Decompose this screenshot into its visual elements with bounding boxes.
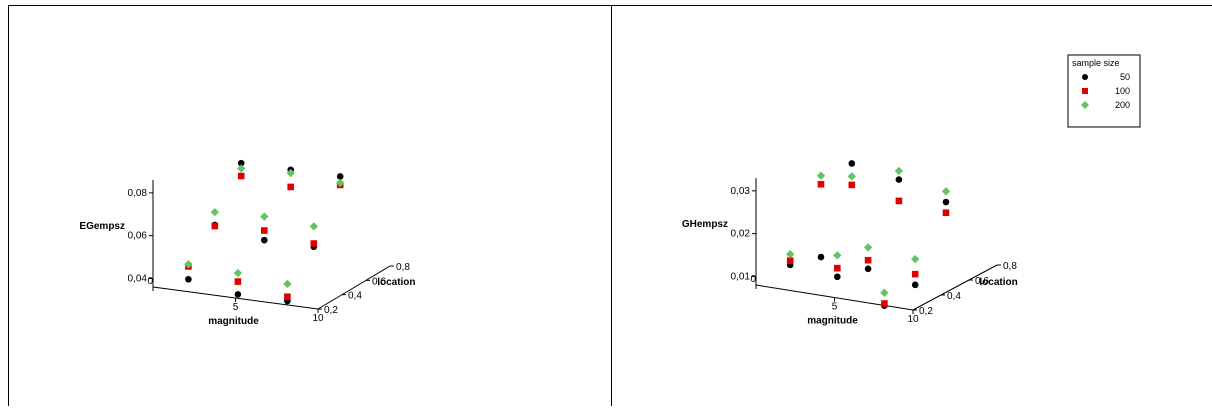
data-point-diamond xyxy=(816,171,826,180)
data-point-circle xyxy=(911,281,919,289)
data-point-square xyxy=(881,300,888,307)
data-point-circle xyxy=(336,173,344,180)
z-tick-label: 0,08 xyxy=(128,188,148,199)
y-tick-label: 0,2 xyxy=(919,306,933,317)
data-point-diamond xyxy=(941,187,951,196)
legend-marker-square xyxy=(1082,88,1088,94)
data-point-square xyxy=(786,257,794,264)
legend-title: sample size xyxy=(1072,58,1120,68)
z-axis-label: GHempsz xyxy=(682,219,728,230)
data-point-circle xyxy=(237,159,245,167)
data-point-diamond xyxy=(309,222,318,231)
data-point-diamond xyxy=(283,279,292,289)
data-point-diamond xyxy=(847,172,856,181)
y-tick-label: 0,8 xyxy=(1003,261,1017,272)
data-point-square xyxy=(284,293,291,301)
data-point-square xyxy=(834,264,841,272)
z-axis-label: EGempsz xyxy=(79,221,125,232)
data-point-diamond xyxy=(184,260,193,269)
data-point-circle xyxy=(234,291,242,298)
data-point-diamond xyxy=(880,288,889,297)
z-tick-label: 0,01 xyxy=(731,271,751,282)
x-tick-label: 10 xyxy=(907,314,919,325)
data-point-square xyxy=(895,197,903,205)
legend-entry-label: 200 xyxy=(1115,100,1130,110)
y-tick-label: 0,6 xyxy=(975,276,989,287)
legend-marker-diamond xyxy=(1081,101,1089,109)
data-point-circle xyxy=(834,273,841,281)
data-point-diamond xyxy=(833,251,842,260)
z-tick-label: 0,06 xyxy=(128,231,148,242)
data-point-diamond xyxy=(237,164,246,173)
data-point-diamond xyxy=(336,178,345,188)
z-tick-label: 0,04 xyxy=(128,273,148,284)
x-tick-label: 5 xyxy=(233,302,239,313)
data-point-square xyxy=(817,180,825,188)
data-point-diamond xyxy=(233,268,243,278)
y-tick-label: 0,4 xyxy=(348,291,362,302)
data-point-square xyxy=(864,256,872,264)
data-point-diamond xyxy=(786,250,795,259)
y-axis-line xyxy=(912,264,998,311)
x-tick-label: 5 xyxy=(832,302,838,313)
data-point-diamond xyxy=(260,212,269,221)
x-tick-label: 0 xyxy=(147,276,153,287)
data-point-circle xyxy=(848,160,856,167)
data-point-circle xyxy=(185,275,192,283)
legend-entry-label: 100 xyxy=(1115,86,1130,96)
x-tick-label: 0 xyxy=(750,274,756,285)
data-point-square xyxy=(310,240,318,247)
y-tick-label: 0,8 xyxy=(396,262,410,273)
data-point-square xyxy=(287,183,294,191)
z-tick-label: 0,03 xyxy=(731,186,751,197)
legend-box xyxy=(1067,54,1141,128)
y-tick-label: 0,6 xyxy=(372,276,386,287)
y-tick-label: 0,2 xyxy=(324,305,338,316)
chart-1 xyxy=(149,159,394,313)
data-point-square xyxy=(942,209,950,217)
y-axis-label: location xyxy=(377,277,415,288)
data-point-circle xyxy=(817,253,825,261)
x-tick-label: 10 xyxy=(312,313,324,324)
data-point-square xyxy=(911,270,919,278)
data-point-square xyxy=(237,172,245,180)
x-axis-label: magnitude xyxy=(208,316,259,327)
legend-marker-circle xyxy=(1082,74,1088,80)
x-axis-label: magnitude xyxy=(807,316,858,327)
data-point-circle xyxy=(942,198,950,206)
data-point-square xyxy=(234,278,242,285)
data-point-circle xyxy=(895,176,903,183)
data-point-diamond xyxy=(863,243,873,252)
data-point-diamond xyxy=(911,254,920,264)
data-point-square xyxy=(211,222,219,230)
legend-entry-label: 50 xyxy=(1120,72,1130,82)
chart-2 xyxy=(752,54,1141,314)
y-axis-label: location xyxy=(979,277,1017,288)
data-point-diamond xyxy=(210,207,219,217)
z-tick-label: 0,02 xyxy=(731,229,751,240)
data-point-circle xyxy=(261,236,268,244)
data-point-diamond xyxy=(286,168,295,178)
y-tick-label: 0,4 xyxy=(947,291,961,302)
data-point-diamond xyxy=(894,166,904,176)
data-point-circle xyxy=(864,265,872,273)
y-axis-line xyxy=(317,265,391,310)
data-point-square xyxy=(848,181,856,189)
data-point-square xyxy=(261,227,268,234)
